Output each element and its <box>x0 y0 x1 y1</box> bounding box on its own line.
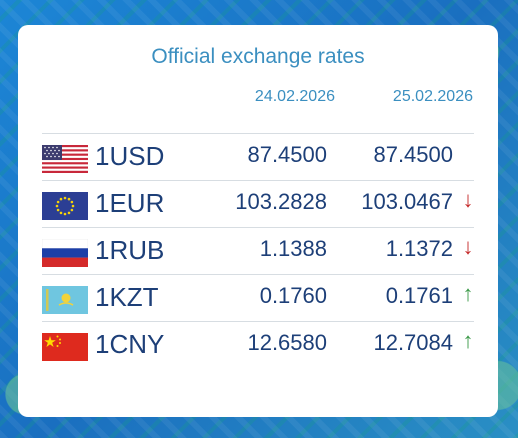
date-column-1: 24.02.2026 <box>254 88 335 105</box>
rate-row-rub: 1RUB 1.1388 1.1372 ↓ <box>42 227 474 274</box>
rates-table: 1USD 87.4500 87.4500 1EUR 103.2828 10 <box>42 133 474 368</box>
china-flag-icon <box>42 333 88 361</box>
eu-flag-icon <box>42 192 88 220</box>
up-arrow-icon: ↑ <box>462 328 474 353</box>
rate-row-usd: 1USD 87.4500 87.4500 <box>42 133 474 180</box>
kazakhstan-flag-icon <box>42 286 88 314</box>
down-arrow-icon: ↓ <box>462 234 474 259</box>
rate-date-2: 12.7084 <box>373 330 453 355</box>
rate-date-1: 0.1760 <box>259 283 327 308</box>
card-title: Official exchange rates <box>151 45 365 68</box>
usa-flag-icon <box>42 145 88 173</box>
rate-date-2: 87.4500 <box>373 142 453 167</box>
currency-code: 1RUB <box>95 235 165 265</box>
rate-date-1: 87.4500 <box>247 142 327 167</box>
up-arrow-icon: ↑ <box>462 281 474 306</box>
rate-row-eur: 1EUR 103.2828 103.0467 ↓ <box>42 180 474 227</box>
currency-code: 1CNY <box>95 329 165 359</box>
rate-date-2: 103.0467 <box>361 189 453 214</box>
russia-flag-icon <box>42 239 88 267</box>
rate-date-1: 1.1388 <box>259 236 327 261</box>
currency-code: 1EUR <box>95 188 165 218</box>
rate-date-2: 1.1372 <box>385 236 453 261</box>
date-column-2: 25.02.2026 <box>392 88 473 105</box>
rate-date-1: 12.6580 <box>247 330 327 355</box>
currency-code: 1KZT <box>95 282 159 312</box>
rate-row-kzt: 1KZT 0.1760 0.1761 ↑ <box>42 274 474 321</box>
exchange-rates-card: Official exchange rates 24.02.2026 25.02… <box>18 25 498 417</box>
currency-code: 1USD <box>95 141 165 171</box>
rate-date-2: 0.1761 <box>385 283 453 308</box>
down-arrow-icon: ↓ <box>462 187 474 212</box>
rate-row-cny: 1CNY 12.6580 12.7084 ↑ <box>42 321 474 368</box>
rate-date-1: 103.2828 <box>235 189 327 214</box>
